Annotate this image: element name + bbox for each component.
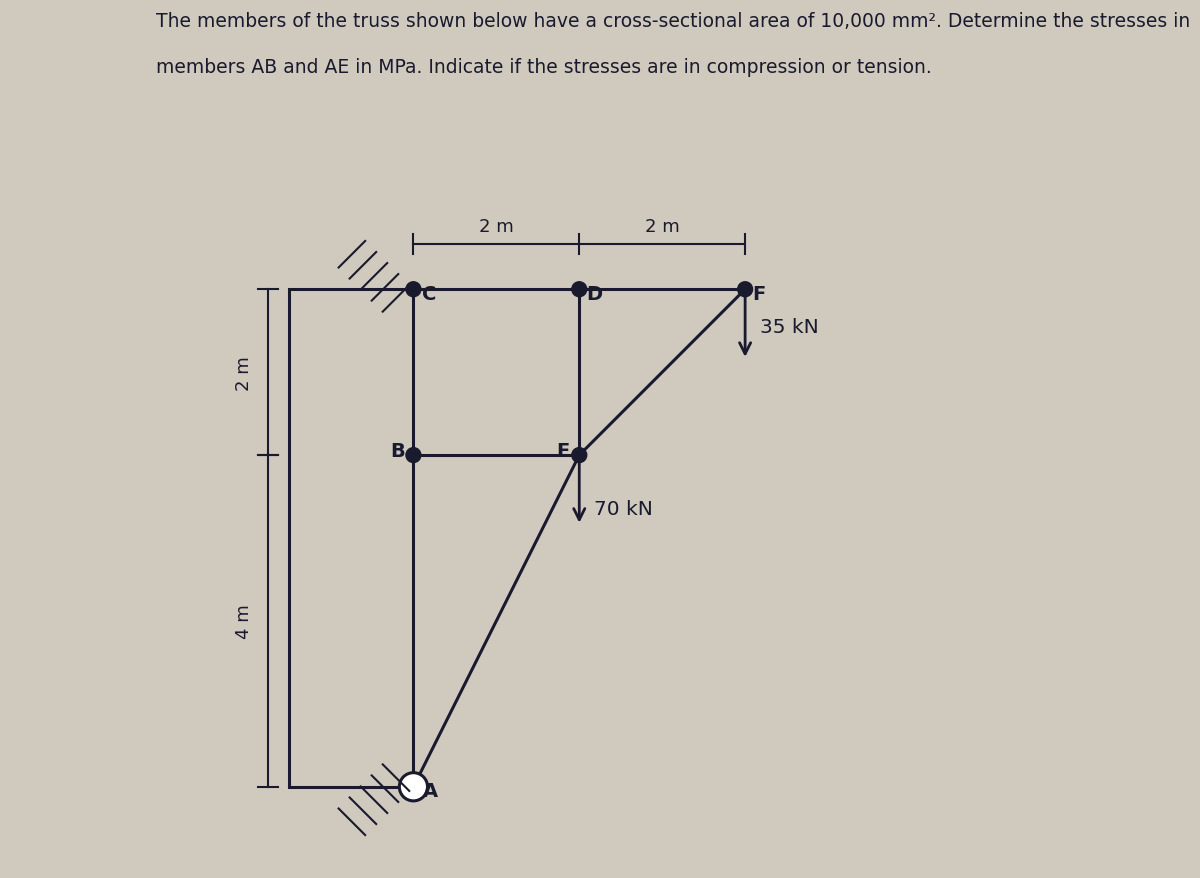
Text: 4 m: 4 m bbox=[235, 604, 253, 638]
Circle shape bbox=[400, 773, 427, 801]
Circle shape bbox=[738, 283, 752, 298]
Text: 2 m: 2 m bbox=[235, 356, 253, 390]
Text: A: A bbox=[424, 781, 438, 801]
Text: 35 kN: 35 kN bbox=[760, 318, 818, 336]
Circle shape bbox=[406, 448, 421, 463]
Text: F: F bbox=[751, 284, 766, 304]
Circle shape bbox=[572, 448, 587, 463]
Text: E: E bbox=[556, 442, 569, 461]
Text: C: C bbox=[421, 284, 436, 304]
Circle shape bbox=[572, 283, 587, 298]
Text: 2 m: 2 m bbox=[644, 218, 679, 236]
Text: D: D bbox=[586, 284, 602, 304]
Text: 2 m: 2 m bbox=[479, 218, 514, 236]
Text: members AB and AE in MPa. Indicate if the stresses are in compression or tension: members AB and AE in MPa. Indicate if th… bbox=[156, 58, 932, 77]
Circle shape bbox=[406, 283, 421, 298]
Text: The members of the truss shown below have a cross-sectional area of 10,000 mm². : The members of the truss shown below hav… bbox=[156, 12, 1190, 32]
Text: B: B bbox=[390, 442, 404, 461]
Text: 70 kN: 70 kN bbox=[594, 500, 653, 519]
